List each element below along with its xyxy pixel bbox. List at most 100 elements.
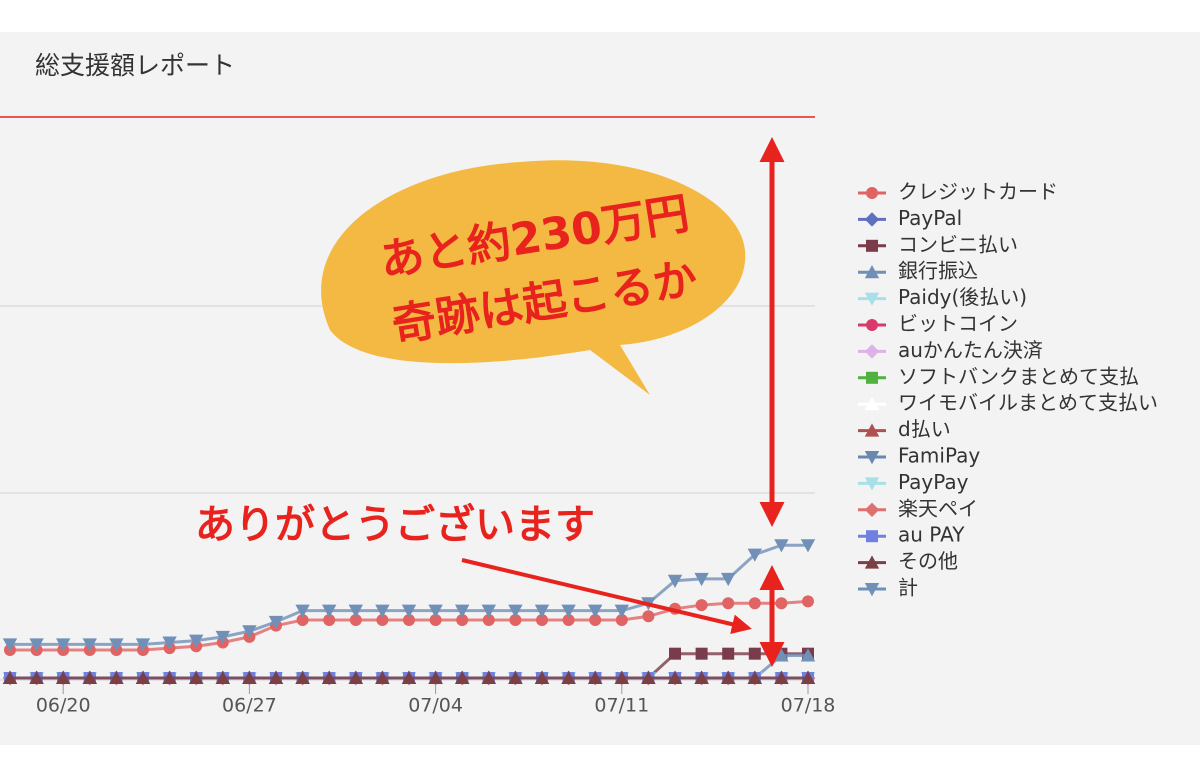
- marker: [322, 670, 337, 684]
- legend-label: コンビニ払い: [898, 232, 1018, 256]
- x-tick-label: 07/18: [781, 695, 836, 717]
- legend-marker: [864, 397, 880, 411]
- legend-label: その他: [898, 549, 958, 573]
- legend-label: クレジットカード: [898, 180, 1058, 204]
- marker: [268, 670, 284, 684]
- x-tick-label: 06/20: [36, 695, 91, 717]
- marker: [481, 670, 496, 684]
- marker: [2, 638, 18, 652]
- marker: [295, 670, 310, 684]
- marker: [800, 539, 816, 553]
- legend-marker: [866, 187, 878, 199]
- legend-label: ソフトバンクまとめて支払: [898, 364, 1139, 388]
- legend-label: ビットコイン: [898, 312, 1018, 336]
- marker: [403, 614, 415, 627]
- marker: [588, 670, 603, 684]
- marker: [376, 614, 389, 627]
- marker: [296, 614, 309, 627]
- legend-marker: [864, 583, 880, 597]
- marker: [536, 614, 548, 627]
- marker: [721, 572, 736, 587]
- legend-label: PayPal: [898, 206, 962, 230]
- legend-label: au PAY: [898, 523, 965, 547]
- legend-marker: [864, 212, 880, 227]
- marker: [802, 595, 814, 608]
- legend-marker: [864, 265, 880, 279]
- arrow: [461, 558, 752, 635]
- marker: [508, 604, 523, 618]
- marker: [135, 638, 151, 652]
- marker: [456, 614, 469, 627]
- marker: [748, 597, 761, 610]
- marker: [189, 634, 204, 648]
- marker: [747, 548, 762, 562]
- marker: [747, 670, 762, 684]
- marker: [162, 670, 177, 684]
- marker: [428, 604, 443, 618]
- annotation: ありがとうございます: [195, 502, 595, 548]
- marker: [774, 539, 789, 553]
- marker: [722, 597, 735, 610]
- marker: [641, 670, 656, 684]
- marker: [695, 647, 708, 660]
- marker: [455, 604, 470, 618]
- marker: [614, 670, 629, 684]
- marker: [375, 670, 390, 684]
- marker: [588, 604, 603, 618]
- marker: [615, 614, 628, 627]
- marker: [322, 604, 337, 618]
- marker: [667, 574, 683, 588]
- legend-marker: [866, 371, 878, 384]
- legend-marker: [864, 477, 880, 491]
- bubble: [321, 160, 746, 395]
- marker: [694, 572, 709, 587]
- legend-marker: [864, 423, 880, 437]
- marker: [481, 604, 496, 618]
- marker: [375, 604, 390, 618]
- marker: [561, 670, 576, 684]
- marker: [721, 670, 736, 684]
- marker: [162, 636, 177, 650]
- x-tick-label: 07/04: [408, 695, 463, 717]
- legend-label: FamiPay: [898, 444, 980, 468]
- marker: [614, 604, 629, 618]
- marker: [642, 610, 655, 623]
- marker: [667, 670, 683, 684]
- marker: [455, 670, 470, 684]
- marker: [268, 615, 284, 630]
- marker: [589, 614, 602, 627]
- marker: [242, 625, 257, 639]
- marker: [109, 670, 124, 684]
- marker: [562, 614, 575, 627]
- legend-label: 銀行振込: [898, 259, 978, 283]
- legend-marker: [866, 239, 878, 252]
- legend-marker: [866, 319, 878, 331]
- marker: [349, 614, 362, 627]
- marker: [534, 604, 550, 618]
- legend-marker: [864, 555, 880, 569]
- x-tick-label: 07/11: [594, 695, 649, 717]
- legend-label: PayPay: [898, 470, 969, 494]
- background: [0, 32, 1200, 745]
- marker: [242, 670, 257, 684]
- marker: [29, 670, 44, 684]
- marker: [295, 604, 310, 618]
- legend-label: d払い: [898, 417, 951, 441]
- legend-label: 計: [898, 576, 918, 600]
- chart-title: 総支援額レポート: [35, 51, 235, 80]
- marker: [428, 670, 443, 684]
- x-tick-label: 06/27: [222, 695, 277, 717]
- marker: [561, 604, 576, 618]
- marker: [695, 599, 708, 612]
- legend-label: ワイモバイルまとめて支払い: [898, 391, 1158, 415]
- legend-label: auかんたん決済: [898, 338, 1043, 362]
- marker: [482, 614, 495, 627]
- marker: [534, 670, 550, 684]
- marker: [189, 670, 204, 684]
- marker: [323, 614, 336, 627]
- legend-label: 楽天ペイ: [898, 496, 978, 520]
- legend-marker: [864, 344, 880, 359]
- marker: [774, 670, 789, 684]
- marker: [109, 638, 124, 652]
